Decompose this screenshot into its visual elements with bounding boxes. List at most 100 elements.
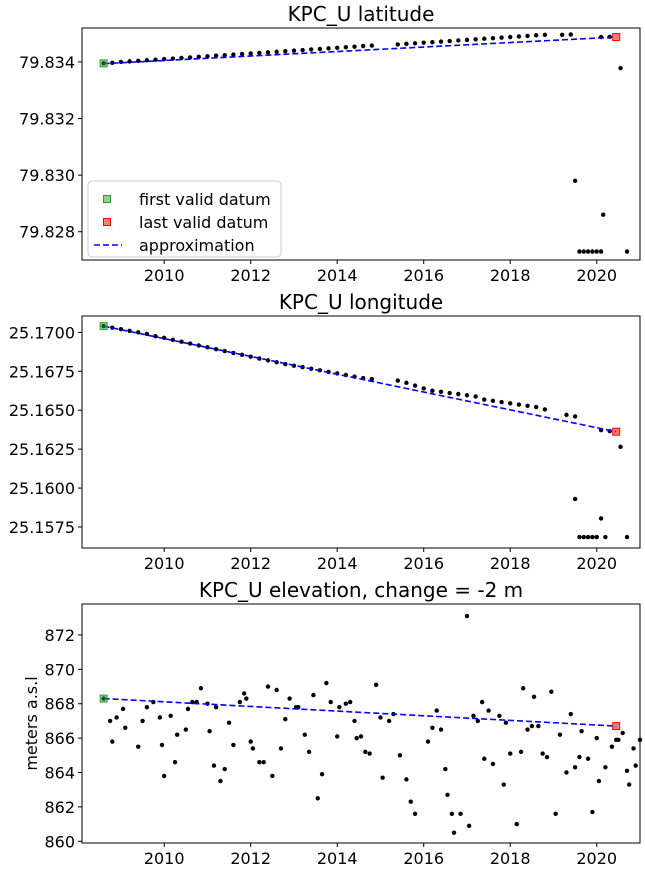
y-tick-label: 79.828 <box>19 223 75 242</box>
data-point <box>508 401 513 406</box>
data-point <box>572 496 578 502</box>
data-point <box>456 391 461 397</box>
data-point <box>516 34 522 39</box>
data-point <box>497 713 502 718</box>
data-point <box>430 725 435 730</box>
data-point <box>309 47 314 52</box>
y-tick-label: 25.1600 <box>9 479 75 498</box>
data-point <box>222 348 227 354</box>
x-tick-label: 2020 <box>576 849 617 868</box>
data-point <box>618 444 623 449</box>
y-tick-label: 25.1700 <box>9 323 75 342</box>
data-point <box>157 715 163 720</box>
data-point <box>518 749 524 755</box>
data-point <box>577 534 582 540</box>
data-point <box>430 388 435 393</box>
data-point <box>430 39 435 45</box>
data-point <box>594 735 599 741</box>
data-point <box>123 725 128 730</box>
data-point <box>248 739 253 744</box>
approximation-line <box>103 36 617 65</box>
data-point <box>508 751 513 756</box>
data-point <box>397 753 403 758</box>
data-point <box>136 744 141 749</box>
legend-marker <box>103 218 111 226</box>
data-point <box>499 399 504 405</box>
data-point <box>473 37 478 42</box>
data-point <box>172 759 178 765</box>
data-point <box>525 727 530 732</box>
x-tick-label: 2020 <box>576 554 617 573</box>
legend-label: first valid datum <box>139 190 271 209</box>
data-point <box>196 54 201 60</box>
data-point <box>501 782 506 787</box>
data-point <box>601 212 606 217</box>
data-point <box>577 249 582 254</box>
data-point <box>404 380 409 385</box>
data-point <box>328 699 333 705</box>
data-point <box>319 772 325 777</box>
data-point <box>248 51 253 56</box>
data-point <box>579 729 584 734</box>
data-point <box>585 249 591 254</box>
data-point <box>174 732 180 737</box>
data-point <box>257 50 262 56</box>
last-valid-datum-marker <box>612 427 621 436</box>
y-tick-label: 866 <box>44 729 75 748</box>
data-point <box>354 735 359 741</box>
data-point <box>447 390 452 396</box>
data-point <box>352 44 357 49</box>
data-point <box>542 32 548 37</box>
data-point <box>311 692 316 698</box>
data-point <box>626 782 632 787</box>
data-point <box>412 383 418 388</box>
x-tick-label: 2016 <box>403 266 444 285</box>
approximation-line <box>103 697 617 727</box>
data-point <box>499 35 504 40</box>
data-point <box>557 732 563 737</box>
data-point <box>363 749 368 755</box>
data-point <box>324 680 329 686</box>
data-point <box>343 701 349 706</box>
data-point <box>421 386 426 391</box>
data-point <box>222 52 227 58</box>
data-point <box>170 337 176 343</box>
data-point <box>237 699 243 705</box>
data-point <box>265 50 271 55</box>
data-point <box>360 43 366 49</box>
first-valid-datum-marker <box>99 694 108 703</box>
data-point <box>451 830 457 835</box>
data-point <box>270 773 275 779</box>
data-point <box>347 699 353 705</box>
data-point <box>594 534 599 540</box>
legend-box <box>87 180 282 258</box>
data-point <box>358 734 364 739</box>
data-point <box>187 341 193 346</box>
plot-area <box>81 603 641 844</box>
data-point <box>265 684 271 689</box>
data-point <box>438 389 444 395</box>
data-point <box>226 720 232 725</box>
data-point <box>438 39 444 44</box>
data-point <box>464 37 470 43</box>
data-point <box>581 534 586 540</box>
data-point <box>244 696 249 701</box>
data-point <box>395 42 400 47</box>
data-point <box>190 699 195 705</box>
data-point <box>598 249 604 254</box>
data-point <box>594 249 599 254</box>
data-point <box>373 682 379 688</box>
data-point <box>222 766 227 772</box>
data-point <box>185 706 191 712</box>
data-point <box>326 46 331 51</box>
chart-title: KPC_U latitude <box>288 2 435 26</box>
data-point <box>317 46 323 52</box>
data-point <box>425 739 431 744</box>
data-point <box>609 744 615 749</box>
x-tick-label: 2012 <box>230 849 271 868</box>
data-point <box>564 770 569 775</box>
data-point <box>120 706 126 712</box>
data-point <box>183 727 189 732</box>
y-tick-label: 79.830 <box>19 166 75 185</box>
data-point <box>620 730 625 736</box>
